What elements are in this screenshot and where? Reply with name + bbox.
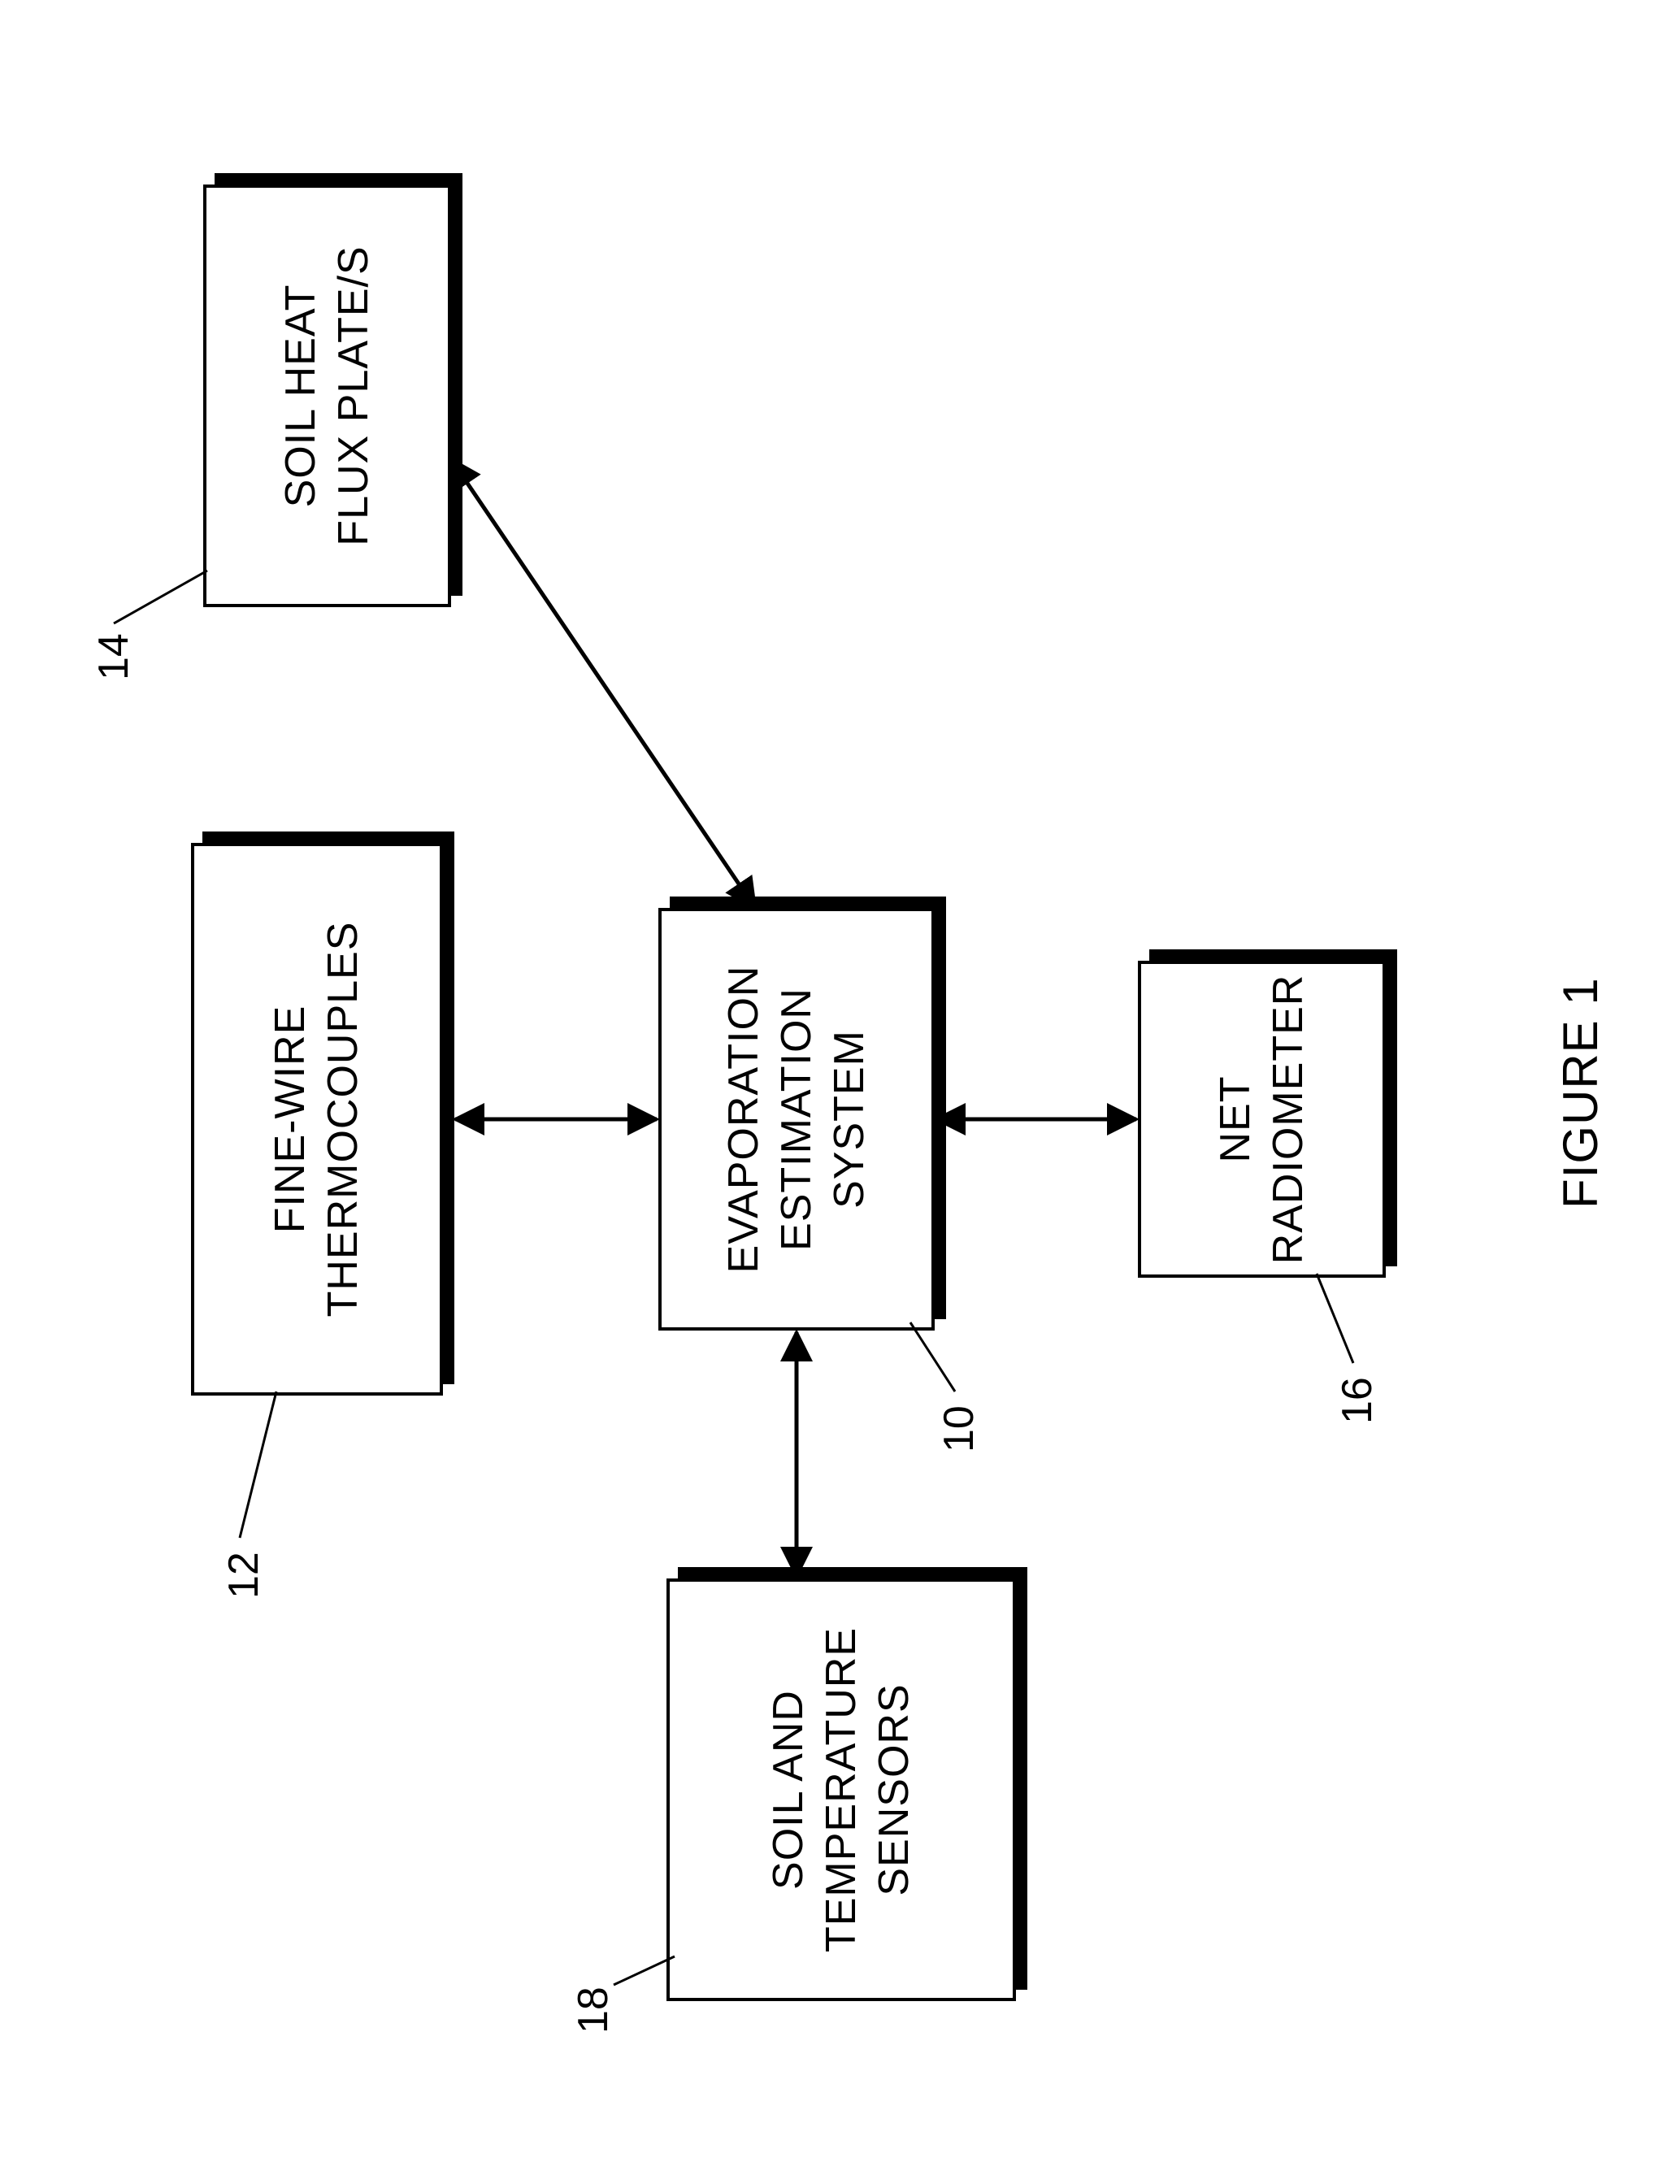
leader-18 bbox=[614, 1956, 675, 1985]
diagram-canvas: FINE-WIRETHERMOCOUPLES SOIL HEATFLUX PLA… bbox=[0, 0, 1680, 2184]
diagram-stage: FINE-WIRETHERMOCOUPLES SOIL HEATFLUX PLA… bbox=[0, 0, 1680, 2184]
leader-10 bbox=[910, 1322, 955, 1392]
leader-12 bbox=[240, 1392, 276, 1538]
ref-label-14: 14 bbox=[89, 633, 138, 680]
figure-caption: FIGURE 1 bbox=[1552, 977, 1608, 1209]
leader-14 bbox=[114, 571, 207, 623]
ref-label-10: 10 bbox=[935, 1405, 983, 1452]
ref-label-18: 18 bbox=[569, 1986, 618, 2034]
leader-16 bbox=[1317, 1274, 1353, 1363]
ref-label-12: 12 bbox=[219, 1552, 268, 1599]
leader-lines bbox=[0, 0, 1680, 2184]
ref-label-16: 16 bbox=[1333, 1377, 1382, 1424]
